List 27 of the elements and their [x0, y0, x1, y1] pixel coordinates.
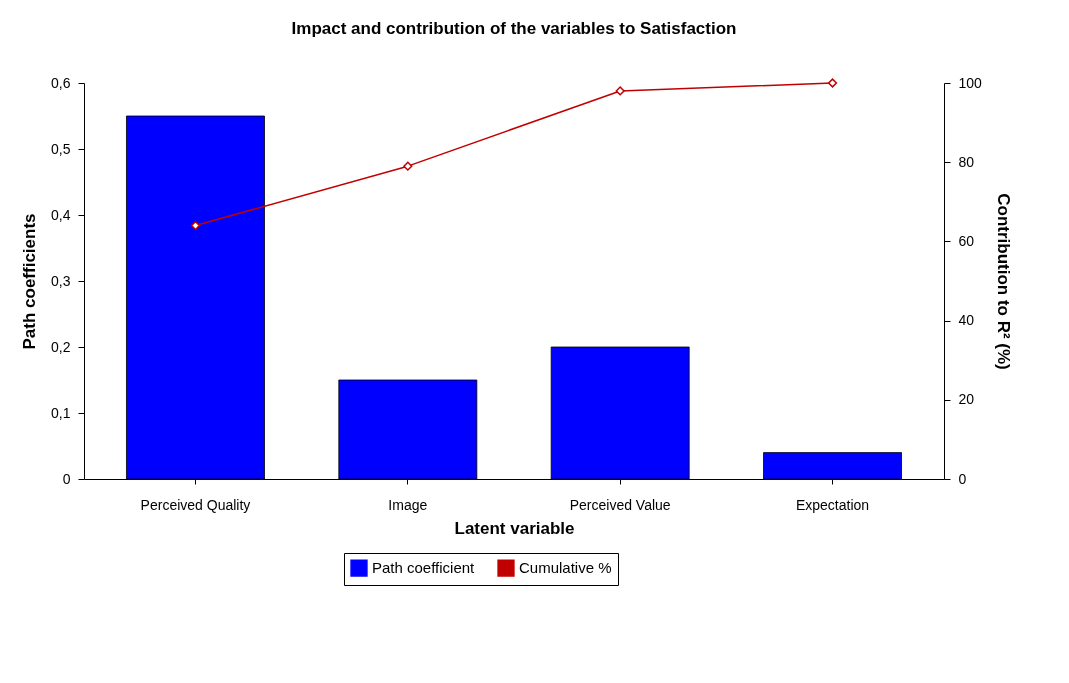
x-axis-title: Latent variable	[454, 518, 575, 538]
y-tick-label: 0,5	[51, 140, 71, 157]
point	[827, 78, 838, 88]
y-tick-label: 0	[62, 470, 71, 487]
point	[615, 86, 625, 96]
y-tick-label: 0,1	[51, 404, 71, 421]
legend-label: Cumulative %	[519, 559, 612, 577]
x-tick-label: Perceived Quality	[140, 496, 251, 513]
y2-tick-label: 40	[958, 312, 975, 329]
y-tick-label: 0,2	[51, 338, 71, 355]
x-tick-label: Perceived Value	[569, 496, 671, 513]
y2-tick-label: 60	[958, 232, 975, 249]
y-tick-label: 0,4	[51, 206, 71, 223]
y-tick-label: 0,3	[51, 272, 71, 289]
y2-tick-label: 20	[958, 391, 975, 408]
y2-tick-label: 80	[958, 153, 975, 170]
y-tick-label: 0,6	[51, 74, 71, 91]
chart-title: Impact and contribution of the variables to Satisfaction	[291, 19, 737, 38]
x-tick-label: Image	[388, 496, 428, 513]
x-tick-label: Expectation	[795, 496, 870, 513]
point	[403, 161, 413, 171]
y2-tick-label: 0	[958, 470, 967, 487]
legend-label: Path coefficient	[372, 559, 476, 577]
point	[190, 220, 201, 231]
y2-tick-label: 100	[958, 74, 983, 91]
y-axis-title: Path coefficients	[20, 213, 40, 350]
y2-axis-title: Contribution to R² (%)	[993, 193, 1013, 370]
